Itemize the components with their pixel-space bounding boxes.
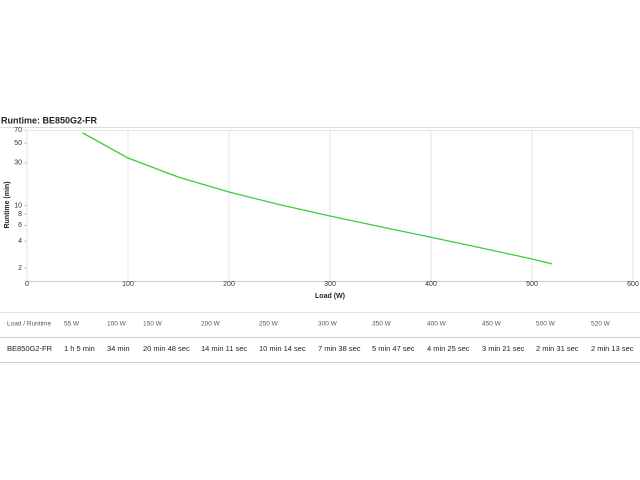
table-header-cell: 200 W: [201, 321, 221, 328]
table-header-cell: 250 W: [259, 321, 279, 328]
x-axis-title: Load (W): [315, 293, 345, 300]
x-tick-label: 600: [627, 281, 639, 288]
y-tick-label: 2: [18, 265, 22, 272]
table-cell: 5 min 47 sec: [372, 344, 415, 353]
table-cell: 3 min 21 sec: [482, 344, 525, 353]
table-header-cell: 520 W: [591, 321, 611, 328]
table-cell: 2 min 13 sec: [591, 344, 634, 353]
y-tick-label: 8: [18, 211, 22, 218]
y-tick-label: 30: [14, 160, 22, 167]
table-header-cell: 400 W: [427, 321, 447, 328]
table-cell: 7 min 38 sec: [318, 344, 361, 353]
y-tick-label: 4: [18, 238, 22, 245]
runtime-line: [82, 132, 553, 265]
table-header-cell: 350 W: [372, 321, 392, 328]
table-header-cell: 450 W: [482, 321, 502, 328]
table-cell: 1 h 5 min: [64, 344, 95, 353]
table-header-cell: Load / Runtime: [7, 321, 51, 328]
table-cell: 4 min 25 sec: [427, 344, 470, 353]
table-header-cell: 300 W: [318, 321, 338, 328]
y-axis-title: Runtime (min): [4, 181, 11, 228]
table-cell: 10 min 14 sec: [259, 344, 306, 353]
x-tick-label: 500: [526, 281, 538, 288]
table-row-label: BE850G2-FR: [7, 344, 53, 353]
x-tick-label: 100: [122, 281, 134, 288]
x-tick-label: 200: [223, 281, 235, 288]
table-header-cell: 100 W: [107, 321, 127, 328]
y-tick-label: 70: [14, 127, 22, 134]
y-tick-label: 50: [14, 140, 22, 147]
x-tick-label: 400: [425, 281, 437, 288]
table-header-cell: 500 W: [536, 321, 556, 328]
x-tick-label: 0: [25, 281, 29, 288]
table-cell: 2 min 31 sec: [536, 344, 579, 353]
table-header-cell: 150 W: [143, 321, 163, 328]
chart-title: Runtime: BE850G2-FR: [1, 115, 98, 125]
y-tick-label: 6: [18, 222, 22, 229]
y-tick-label: 10: [14, 202, 22, 209]
table-header-cell: 55 W: [64, 321, 80, 328]
table-cell: 34 min: [107, 344, 130, 353]
table-cell: 20 min 48 sec: [143, 344, 190, 353]
table-cell: 14 min 11 sec: [201, 344, 247, 353]
x-tick-label: 300: [324, 281, 336, 288]
